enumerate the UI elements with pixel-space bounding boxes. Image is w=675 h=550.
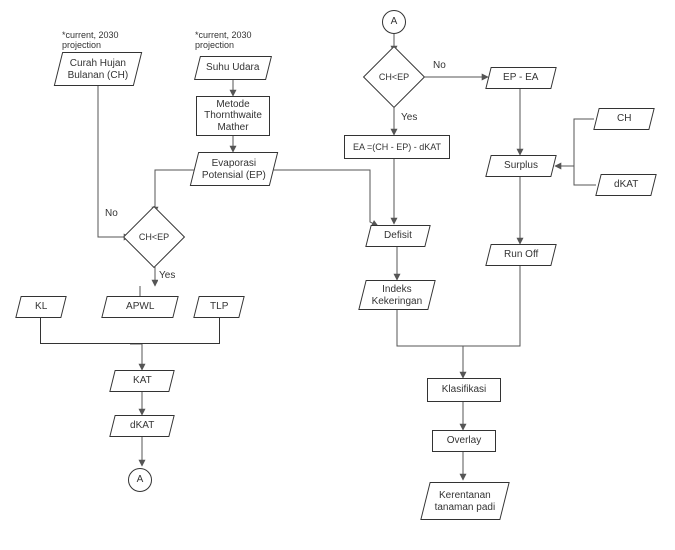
edge-text: No xyxy=(105,208,118,219)
node-label: EP - EA xyxy=(503,72,538,84)
node-evaporasi-potensial: Evaporasi Potensial (EP) xyxy=(190,152,278,186)
node-label: dKAT xyxy=(130,420,154,432)
edge-text: No xyxy=(433,60,446,71)
note-text: *current, 2030 projection xyxy=(62,30,119,50)
node-klasifikasi: Klasifikasi xyxy=(427,378,501,402)
note-text: *current, 2030 projection xyxy=(195,30,252,50)
node-defisit: Defisit xyxy=(365,225,430,247)
edge-label-no-left: No xyxy=(104,208,119,219)
connector-a-top: A xyxy=(382,10,406,34)
connector-a-bottom: A xyxy=(128,468,152,492)
node-kat: KAT xyxy=(109,370,174,392)
note-projection-left: *current, 2030 projection xyxy=(62,30,140,50)
edge-text: Yes xyxy=(159,270,175,281)
node-label: Run Off xyxy=(504,249,538,261)
decision-ch-ep-right: CH<EP xyxy=(363,46,425,108)
node-ea-equation: EA =(CH - EP) - dKAT xyxy=(344,135,450,159)
node-metode-thornthwaite: Metode Thornthwaite Mather xyxy=(196,96,270,136)
node-kerentanan: Kerentanan tanaman padi xyxy=(420,482,509,520)
node-runoff: Run Off xyxy=(485,244,556,266)
bracket-merge xyxy=(40,318,220,344)
node-ch: CH xyxy=(593,108,654,130)
node-surplus: Surplus xyxy=(485,155,556,177)
node-label: Klasifikasi xyxy=(442,384,486,396)
node-apwl: APWL xyxy=(101,296,178,318)
connector-label: A xyxy=(137,474,144,486)
node-label: Overlay xyxy=(447,435,481,447)
node-label: Suhu Udara xyxy=(206,62,259,74)
node-overlay: Overlay xyxy=(432,430,496,452)
node-label: CH xyxy=(617,113,631,125)
note-projection-right: *current, 2030 projection xyxy=(195,30,273,50)
node-label: Evaporasi Potensial (EP) xyxy=(195,158,273,181)
node-label: dKAT xyxy=(614,179,638,191)
connector-label: A xyxy=(391,16,398,28)
node-label: Kerentanan tanaman padi xyxy=(426,490,504,513)
node-label: Defisit xyxy=(384,230,412,242)
node-dkat-left: dKAT xyxy=(109,415,174,437)
node-kl: KL xyxy=(15,296,66,318)
node-tlp: TLP xyxy=(193,296,244,318)
node-label: KAT xyxy=(133,375,152,387)
edge-label-yes-left: Yes xyxy=(158,270,176,281)
node-label: EA =(CH - EP) - dKAT xyxy=(353,142,441,152)
edge-text: Yes xyxy=(401,112,417,123)
node-label: Surplus xyxy=(504,160,538,172)
node-dkat-right: dKAT xyxy=(595,174,656,196)
node-label: Curah Hujan Bulanan (CH) xyxy=(59,58,137,81)
node-label: CH<EP xyxy=(139,232,169,242)
node-suhu-udara: Suhu Udara xyxy=(194,56,272,80)
edge-label-yes-right: Yes xyxy=(400,112,418,123)
node-label: Indeks Kekeringan xyxy=(363,284,431,307)
edge-label-no-right: No xyxy=(432,60,447,71)
node-curah-hujan: Curah Hujan Bulanan (CH) xyxy=(54,52,142,86)
node-label: APWL xyxy=(126,301,154,313)
node-label: CH<EP xyxy=(379,72,409,82)
node-label: Metode Thornthwaite Mather xyxy=(197,99,269,134)
node-ep-ea: EP - EA xyxy=(485,67,556,89)
node-label: TLP xyxy=(210,301,228,313)
node-indeks-kekeringan: Indeks Kekeringan xyxy=(358,280,435,310)
node-label: KL xyxy=(35,301,47,313)
decision-ch-ep-left: CH<EP xyxy=(123,206,185,268)
